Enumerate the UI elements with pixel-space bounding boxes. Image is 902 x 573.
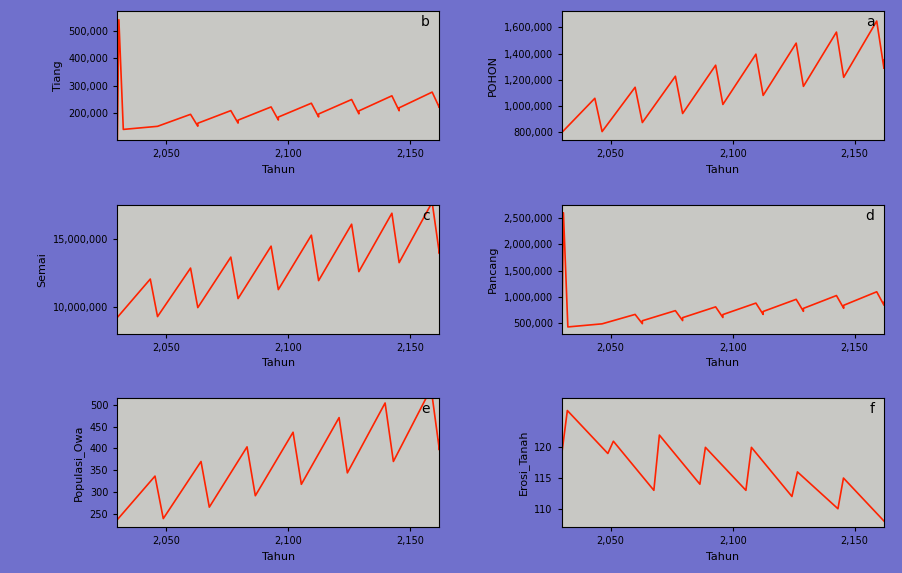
Text: a: a [866,15,874,29]
Text: c: c [422,209,429,223]
Y-axis label: Populasi_Owa: Populasi_Owa [73,425,84,501]
Text: f: f [870,402,874,416]
Y-axis label: POHON: POHON [488,56,498,96]
Y-axis label: Semai: Semai [37,252,47,286]
Text: b: b [421,15,429,29]
Text: e: e [421,402,429,416]
X-axis label: Tahun: Tahun [262,358,295,368]
Y-axis label: Erosi_Tanah: Erosi_Tanah [518,430,529,496]
X-axis label: Tahun: Tahun [262,165,295,175]
X-axis label: Tahun: Tahun [706,165,740,175]
X-axis label: Tahun: Tahun [706,358,740,368]
X-axis label: Tahun: Tahun [262,552,295,562]
X-axis label: Tahun: Tahun [706,552,740,562]
Y-axis label: Tiang: Tiang [52,61,62,91]
Y-axis label: Pancang: Pancang [488,246,498,293]
Text: d: d [865,209,874,223]
